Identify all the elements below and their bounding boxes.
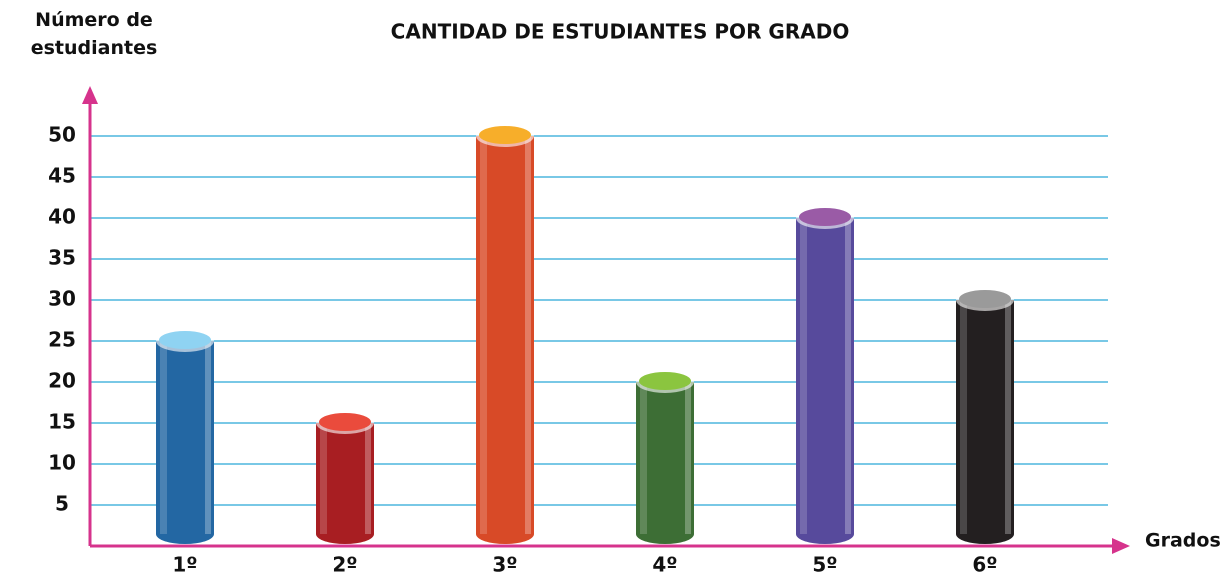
x-tick-label: 1º bbox=[172, 553, 197, 577]
y-tick-label: 50 bbox=[48, 123, 76, 147]
bar-shade bbox=[1005, 300, 1011, 534]
y-tick-label: 35 bbox=[48, 246, 76, 270]
bar-shine bbox=[480, 136, 487, 534]
bar-shine bbox=[320, 423, 327, 534]
bar-cap bbox=[959, 290, 1011, 308]
y-tick-label: 25 bbox=[48, 328, 76, 352]
bar-shade bbox=[205, 341, 211, 534]
bar bbox=[316, 423, 374, 534]
x-tick-label: 6º bbox=[972, 553, 997, 577]
bar bbox=[476, 136, 534, 534]
x-tick-label: 4º bbox=[652, 553, 677, 577]
bar bbox=[956, 300, 1014, 534]
y-tick-label: 20 bbox=[48, 369, 76, 393]
bar-shade bbox=[525, 136, 531, 534]
chart-title: CANTIDAD DE ESTUDIANTES POR GRADO bbox=[391, 20, 850, 44]
x-tick-label: 3º bbox=[492, 553, 517, 577]
y-tick-label: 15 bbox=[48, 410, 76, 434]
bar-cap bbox=[639, 372, 691, 390]
bar-shine bbox=[800, 218, 807, 534]
y-tick-label: 10 bbox=[48, 451, 76, 475]
y-tick-label: 5 bbox=[55, 492, 69, 516]
bar-shine bbox=[160, 341, 167, 534]
bar-cap bbox=[799, 208, 851, 226]
y-tick-label: 45 bbox=[48, 164, 76, 188]
bar-shade bbox=[685, 382, 691, 534]
bar-cap bbox=[319, 413, 371, 431]
bar-cap bbox=[479, 126, 531, 144]
y-axis-arrow bbox=[82, 86, 98, 104]
x-tick-label: 5º bbox=[812, 553, 837, 577]
bar bbox=[636, 382, 694, 534]
bar-shade bbox=[845, 218, 851, 534]
x-axis-arrow bbox=[1112, 538, 1130, 554]
x-axis-label: Grados bbox=[1145, 530, 1221, 552]
x-tick-label: 2º bbox=[332, 553, 357, 577]
y-tick-label: 30 bbox=[48, 287, 76, 311]
bar bbox=[796, 218, 854, 534]
bar bbox=[156, 341, 214, 534]
y-tick-label: 40 bbox=[48, 205, 76, 229]
bar-shade bbox=[365, 423, 371, 534]
bar-shine bbox=[640, 382, 647, 534]
bar-shine bbox=[960, 300, 967, 534]
bar-cap bbox=[159, 331, 211, 349]
y-axis-label: Número de estudiantes bbox=[30, 9, 158, 59]
